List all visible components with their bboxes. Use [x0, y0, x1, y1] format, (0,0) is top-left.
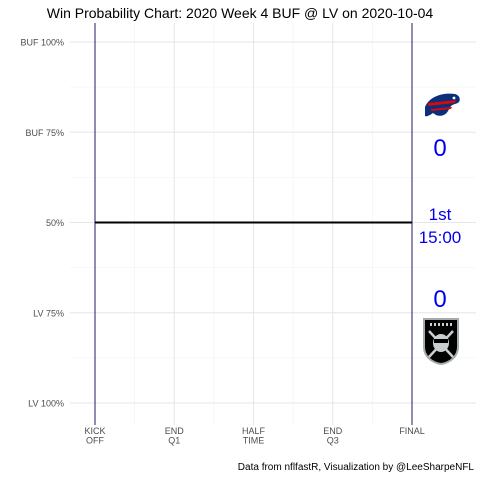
x-tick-label: HALF TIME: [242, 426, 266, 446]
chart-caption: Data from nflfastR, Visualization by @Le…: [237, 462, 474, 473]
game-quarter: 1st: [428, 205, 452, 224]
y-tick-label: BUF 75%: [25, 128, 64, 138]
raiders-logo-icon: [421, 317, 461, 370]
game-boundaries: [94, 23, 413, 425]
game-clock: 15:00: [418, 228, 462, 247]
x-tick-labels: KICK OFF END Q1 HALF TIME END Q3 FINAL: [84, 426, 424, 446]
y-tick-label: BUF 100%: [20, 38, 64, 48]
x-tick-label: END Q3: [323, 426, 343, 446]
bills-logo-icon: [422, 90, 462, 127]
x-tick-label: KICK OFF: [84, 426, 105, 446]
x-tick-label: END Q1: [165, 426, 185, 446]
y-tick-label: LV 100%: [28, 399, 64, 409]
x-tick-label: FINAL: [399, 426, 425, 436]
away-score: 0: [433, 135, 447, 162]
home-score: 0: [433, 286, 447, 313]
y-tick-labels: BUF 100% BUF 75% 50% LV 75% LV 100%: [20, 38, 64, 409]
chart-title: Win Probability Chart: 2020 Week 4 BUF @…: [46, 5, 434, 21]
y-tick-label: 50%: [46, 218, 64, 228]
y-tick-label: LV 75%: [33, 308, 64, 318]
